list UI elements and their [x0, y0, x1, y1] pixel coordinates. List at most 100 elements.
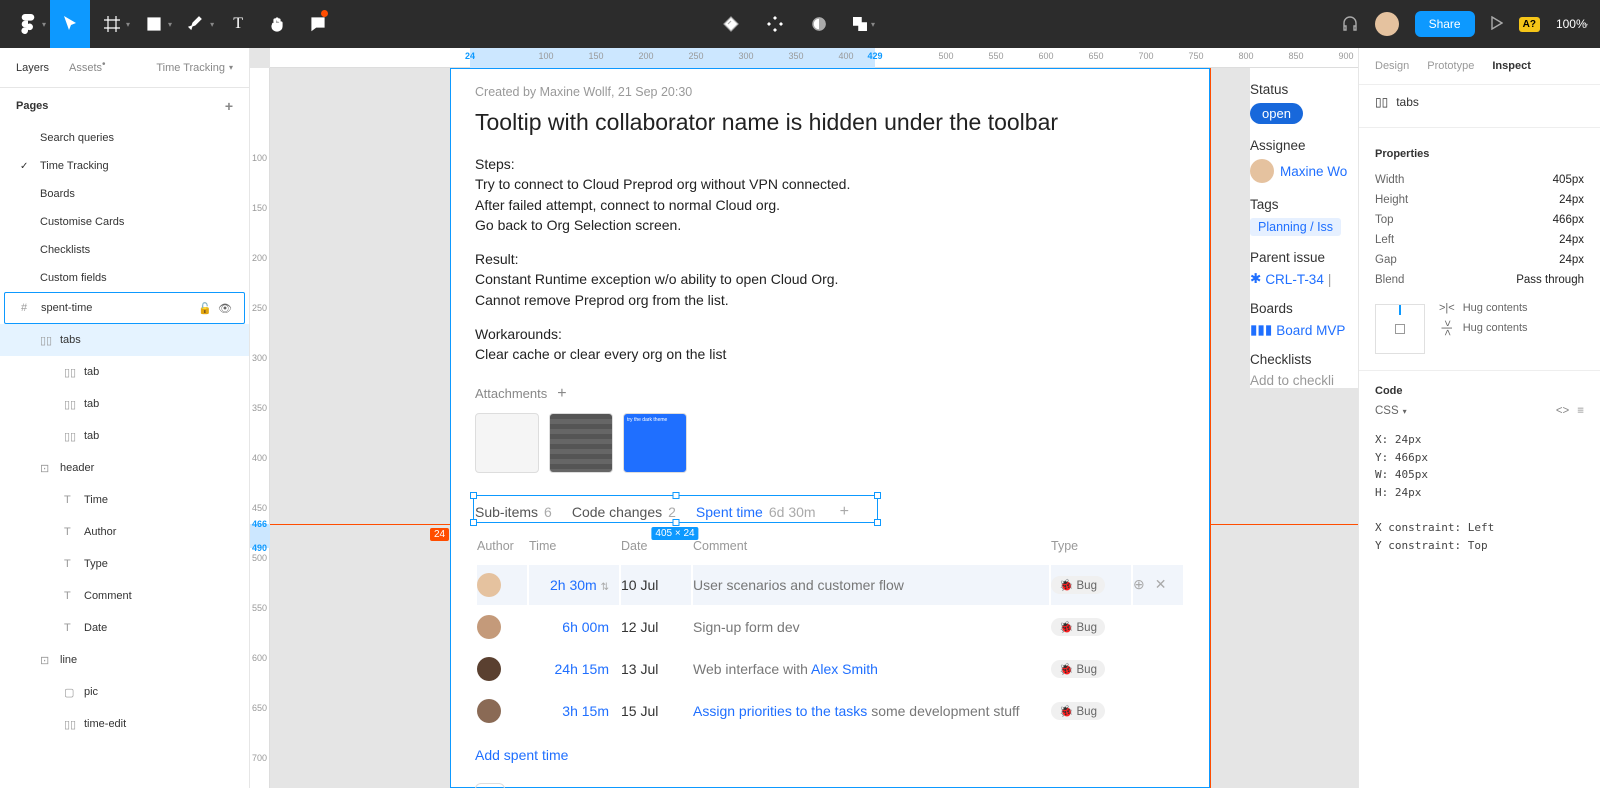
code-output: X: 24pxY: 466pxW: 405pxH: 24px X constra… — [1359, 421, 1600, 564]
layer-tab[interactable]: ▯▯tab — [0, 420, 249, 452]
add-checklist-placeholder[interactable]: Add to checkli — [1250, 373, 1358, 388]
row-avatar — [477, 699, 501, 723]
table-row[interactable]: 3h 15m 15 Jul Assign priorities to the t… — [477, 691, 1183, 731]
table-header: Author — [477, 529, 527, 563]
assignee-value[interactable]: Maxine Wo — [1250, 159, 1358, 183]
time-value: 24h 15m — [555, 661, 609, 677]
distance-label: 24 — [430, 528, 449, 541]
missing-fonts-badge[interactable]: A? — [1519, 17, 1540, 32]
layer-comment[interactable]: TComment — [0, 580, 249, 612]
code-view-icon[interactable]: <> — [1556, 405, 1569, 417]
add-attachment-button[interactable]: + — [557, 385, 566, 403]
assets-tab[interactable]: Assets — [69, 62, 106, 74]
code-header: Code — [1375, 385, 1403, 397]
move-tool-button[interactable] — [50, 0, 90, 48]
component-icon[interactable] — [765, 0, 785, 48]
lock-icon[interactable]: 🔓 — [198, 302, 212, 315]
property-row: Gap24px — [1375, 250, 1584, 270]
prototype-tab[interactable]: Prototype — [1427, 60, 1474, 72]
board-link[interactable]: ▮▮▮Board MVP — [1250, 322, 1358, 338]
checklists-label: Checklists — [1250, 352, 1358, 367]
layer-frame-spent-time[interactable]: # spent-time 🔓👁 — [4, 292, 245, 324]
attachment-thumb[interactable] — [475, 413, 539, 473]
comment-text: Assign priorities to the tasks some deve… — [693, 691, 1049, 731]
add-spent-time-link[interactable]: Add spent time — [475, 747, 568, 763]
attachments-row: try the dark theme — [475, 413, 1185, 473]
status-label: Status — [1250, 82, 1358, 97]
page-item[interactable]: Checklists — [0, 236, 249, 264]
user-avatar[interactable] — [1375, 12, 1399, 36]
layer-tab[interactable]: ▯▯tab — [0, 388, 249, 420]
page-item[interactable]: Search queries — [0, 124, 249, 152]
attachment-thumb[interactable]: try the dark theme — [623, 413, 687, 473]
row-avatar — [477, 573, 501, 597]
table-header: Comment — [693, 529, 1049, 563]
type-badge: 🐞 Bug — [1051, 618, 1105, 636]
pages-label: Pages — [16, 100, 48, 112]
comment-tool-button[interactable] — [298, 0, 338, 48]
layer-time[interactable]: TTime — [0, 484, 249, 516]
alignment-box[interactable] — [1375, 304, 1425, 354]
mockup-sidebar: Status open Assignee Maxine Wo Tags Plan… — [1250, 68, 1358, 388]
hug-vertical[interactable]: >|<Hug contents — [1439, 318, 1584, 338]
layer-type[interactable]: TType — [0, 548, 249, 580]
share-button[interactable]: Share — [1415, 11, 1475, 37]
layer-tabs-group[interactable]: ▯▯ tabs — [0, 324, 249, 356]
canvas[interactable]: 24 429 100150200250300350400500550600650… — [250, 48, 1358, 788]
delete-icon[interactable]: ✕ — [1155, 576, 1167, 593]
layer-tab[interactable]: ▯▯tab — [0, 356, 249, 388]
date-value: 15 Jul — [621, 691, 691, 731]
tag-chip[interactable]: Planning / Iss — [1250, 218, 1341, 236]
present-button[interactable] — [1491, 16, 1503, 33]
code-lang-selector[interactable]: CSS ▾ — [1375, 405, 1407, 417]
properties-header: Properties — [1375, 148, 1584, 160]
inspect-tab[interactable]: Inspect — [1492, 60, 1531, 72]
date-value: 10 Jul — [621, 565, 691, 605]
figma-menu-button[interactable] — [8, 0, 48, 48]
hand-tool-button[interactable] — [258, 0, 298, 48]
horizontal-ruler: 24 429 100150200250300350400500550600650… — [270, 48, 1358, 68]
text-tool-button[interactable]: T — [218, 0, 258, 48]
union-icon[interactable]: ▾ — [853, 0, 879, 48]
table-row[interactable]: 2h 30m ⇅ 10 Jul User scenarios and custo… — [477, 565, 1183, 605]
design-tab[interactable]: Design — [1375, 60, 1409, 72]
layers-tab[interactable]: Layers — [16, 62, 49, 74]
layer-line[interactable]: ⊡line — [0, 644, 249, 676]
layer-author[interactable]: TAuthor — [0, 516, 249, 548]
page-item[interactable]: Time Tracking — [0, 152, 249, 180]
visibility-icon[interactable]: 👁 — [218, 302, 232, 315]
attachment-thumb[interactable] — [549, 413, 613, 473]
page-item[interactable]: Customise Cards — [0, 208, 249, 236]
zoom-display[interactable]: 100% ▾ — [1556, 17, 1592, 31]
emoji-button[interactable]: ☺ — [475, 783, 505, 788]
page-item[interactable]: Custom fields — [0, 264, 249, 292]
headphones-icon[interactable] — [1341, 14, 1359, 35]
page-item[interactable]: Boards — [0, 180, 249, 208]
table-row[interactable]: 6h 00m 12 Jul Sign-up form dev 🐞 Bug — [477, 607, 1183, 647]
row-avatar — [477, 657, 501, 681]
layer-date[interactable]: TDate — [0, 612, 249, 644]
layer-time-edit[interactable]: ▯▯time-edit — [0, 708, 249, 740]
duplicate-icon[interactable]: ⊕ — [1133, 576, 1145, 593]
status-pill[interactable]: open — [1250, 103, 1303, 124]
property-row: Height24px — [1375, 190, 1584, 210]
add-page-button[interactable]: + — [225, 98, 233, 114]
page-selector[interactable]: Time Tracking ▾ — [156, 62, 233, 74]
parent-issue-link[interactable]: ✱CRL-T-34 | — [1250, 271, 1358, 287]
frame-tool-button[interactable] — [92, 0, 132, 48]
pen-tool-button[interactable] — [176, 0, 216, 48]
table-row[interactable]: 24h 15m 13 Jul Web interface with Alex S… — [477, 649, 1183, 689]
left-panel: Layers Assets Time Tracking ▾ Pages + Se… — [0, 48, 250, 788]
mask-icon[interactable] — [809, 0, 829, 48]
shape-tool-button[interactable] — [134, 0, 174, 48]
component-back-icon[interactable] — [721, 0, 741, 48]
property-row: BlendPass through — [1375, 270, 1584, 290]
hug-horizontal[interactable]: >|<Hug contents — [1439, 298, 1584, 318]
artboard-frame[interactable]: Created by Maxine Wollf, 21 Sep 20:30 To… — [450, 68, 1210, 788]
code-list-icon[interactable]: ≡ — [1577, 405, 1584, 417]
assignee-label: Assignee — [1250, 138, 1358, 153]
layer-pic[interactable]: ▢pic — [0, 676, 249, 708]
property-row: Top466px — [1375, 210, 1584, 230]
pages-header: Pages + — [0, 88, 249, 124]
layer-header[interactable]: ⊡header — [0, 452, 249, 484]
